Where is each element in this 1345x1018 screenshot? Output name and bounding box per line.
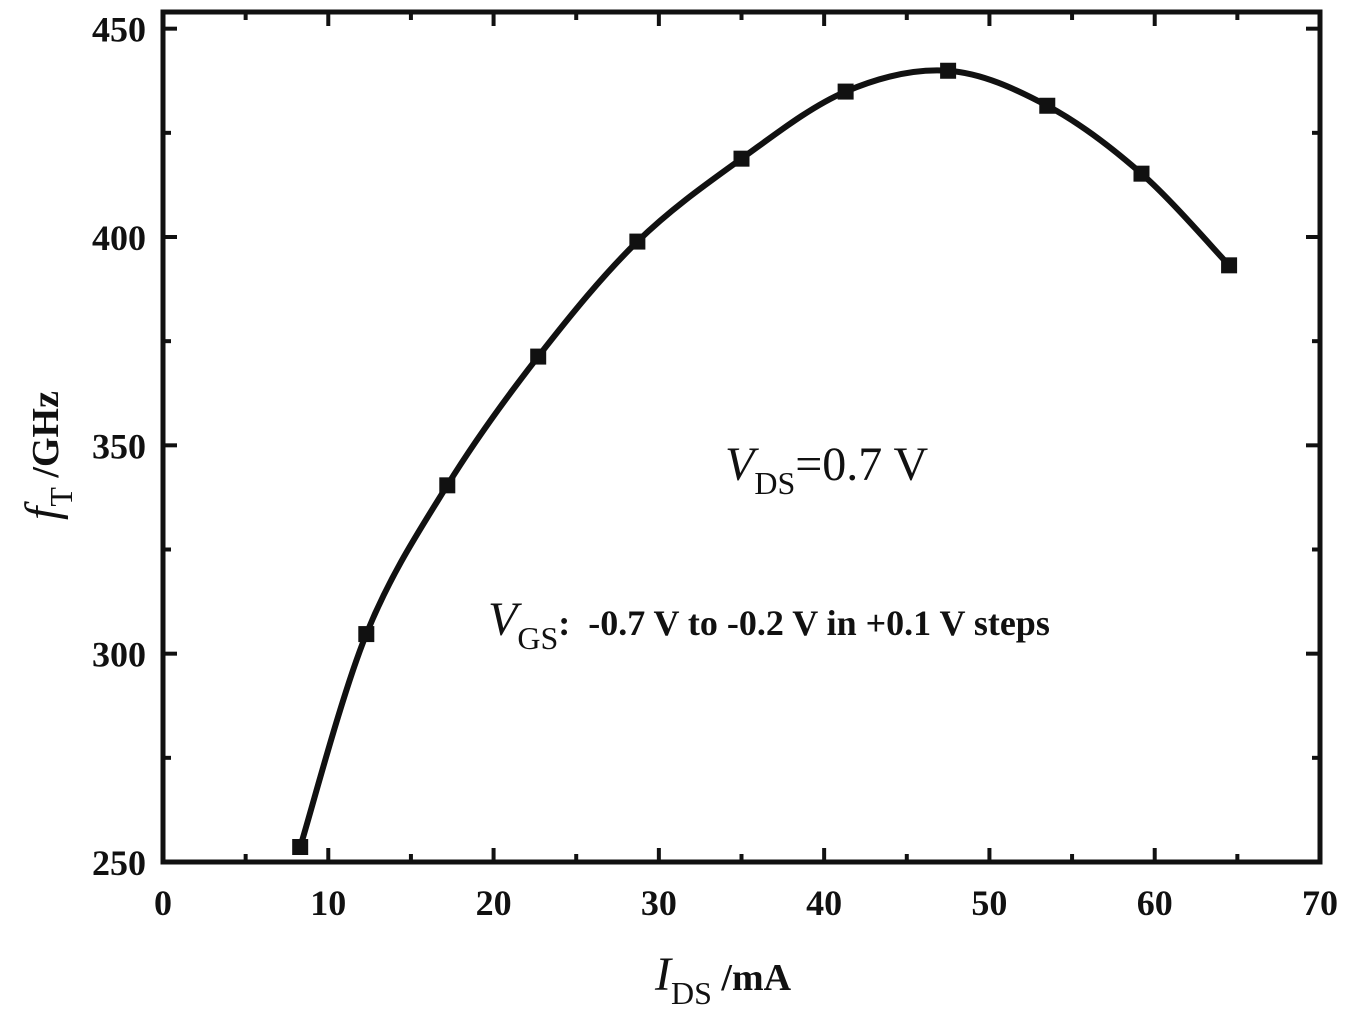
data-point: [1039, 97, 1056, 114]
data-point: [1221, 257, 1238, 274]
y-axis-label-subscript: T: [43, 487, 79, 507]
y-tick-label: 300: [92, 635, 146, 675]
data-point: [530, 348, 547, 365]
series-line: [297, 67, 1232, 848]
data-point: [629, 233, 646, 250]
annotation-symbol: V: [488, 593, 522, 646]
x-axis-label-text: /mA: [712, 957, 792, 999]
x-axis-label: IDS /mA: [654, 948, 792, 1011]
y-axis-label-text: /GHz: [25, 391, 67, 487]
annotation-symbol: V: [725, 438, 759, 491]
x-axis-label-symbol: I: [654, 948, 673, 1001]
x-tick-label: 0: [154, 883, 172, 923]
y-tick-label: 250: [92, 843, 146, 883]
data-point: [358, 626, 375, 643]
data-point: [940, 62, 957, 79]
y-tick-label: 350: [92, 426, 146, 466]
annotation-subscript: DS: [754, 465, 795, 501]
x-tick-label: 20: [476, 883, 512, 923]
y-tick-label: 400: [92, 218, 146, 258]
annotation-text: : -0.7 V to -0.2 V in +0.1 V steps: [558, 603, 1050, 643]
annotation: VGS: -0.7 V to -0.2 V in +0.1 V steps: [488, 593, 1050, 656]
data-point: [1133, 165, 1150, 182]
data-point: [837, 83, 854, 100]
data-point: [439, 477, 456, 494]
x-tick-label: 60: [1137, 883, 1173, 923]
annotation-subscript: GS: [517, 620, 558, 656]
x-tick-label: 40: [806, 883, 842, 923]
x-tick-label: 30: [641, 883, 677, 923]
data-point: [292, 839, 309, 855]
x-tick-label: 50: [971, 883, 1007, 923]
annotation-text: =0.7 V: [795, 438, 928, 491]
x-tick-label: 10: [310, 883, 346, 923]
y-axis-label: fT /GHz: [16, 391, 79, 520]
data-point: [733, 150, 750, 167]
annotation: VDS=0.7 V: [725, 438, 928, 501]
plot-frame: [160, 9, 1323, 865]
x-tick-label: 70: [1302, 883, 1338, 923]
x-axis-label-subscript: DS: [671, 975, 712, 1011]
y-tick-label: 450: [92, 10, 146, 50]
